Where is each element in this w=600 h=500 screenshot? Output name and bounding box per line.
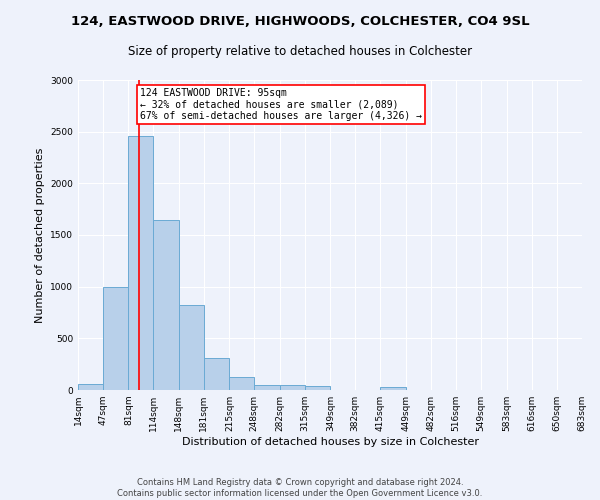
Text: 124 EASTWOOD DRIVE: 95sqm
← 32% of detached houses are smaller (2,089)
67% of se: 124 EASTWOOD DRIVE: 95sqm ← 32% of detac… — [140, 88, 422, 122]
Bar — [204, 358, 229, 390]
Bar — [154, 220, 179, 390]
Bar — [78, 384, 103, 390]
Bar — [229, 376, 254, 390]
Text: 124, EASTWOOD DRIVE, HIGHWOODS, COLCHESTER, CO4 9SL: 124, EASTWOOD DRIVE, HIGHWOODS, COLCHEST… — [71, 15, 529, 28]
Text: Contains HM Land Registry data © Crown copyright and database right 2024.
Contai: Contains HM Land Registry data © Crown c… — [118, 478, 482, 498]
Bar — [305, 386, 331, 390]
Bar — [280, 386, 305, 390]
Text: Size of property relative to detached houses in Colchester: Size of property relative to detached ho… — [128, 45, 472, 58]
Bar — [254, 385, 280, 390]
Bar — [128, 136, 154, 390]
Bar — [179, 304, 204, 390]
Bar — [103, 286, 128, 390]
X-axis label: Distribution of detached houses by size in Colchester: Distribution of detached houses by size … — [182, 437, 479, 447]
Bar — [380, 387, 406, 390]
Y-axis label: Number of detached properties: Number of detached properties — [35, 148, 44, 322]
